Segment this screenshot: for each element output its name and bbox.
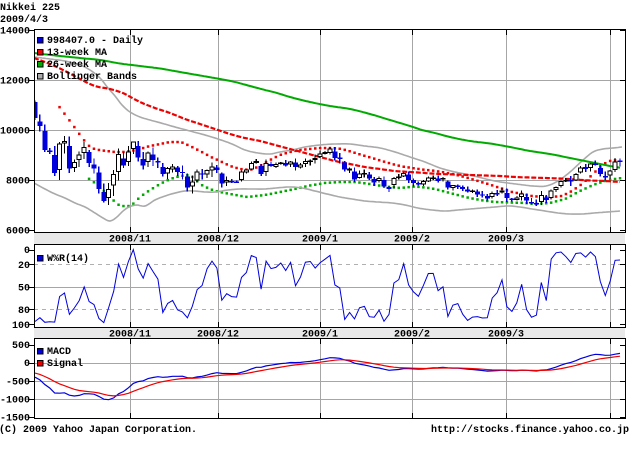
svg-text:8000: 8000 [6,177,30,188]
svg-text:26-week MA: 26-week MA [47,59,107,71]
svg-text:Nikkei 225: Nikkei 225 [0,2,60,14]
svg-text:2009/3: 2009/3 [488,234,524,246]
svg-text:0: 0 [24,246,30,257]
svg-text:-500: -500 [6,377,30,388]
svg-text:2009/1: 2009/1 [302,329,338,341]
svg-text:(C) 2009 Yahoo Japan Corporati: (C) 2009 Yahoo Japan Corporation. [0,424,197,436]
svg-text:14000: 14000 [0,27,30,38]
svg-text:0: 0 [24,359,30,370]
svg-text:2009/2: 2009/2 [394,329,430,341]
svg-text:10000: 10000 [0,127,30,138]
svg-text:6000: 6000 [6,227,30,238]
svg-text:Bollinger Bands: Bollinger Bands [47,71,137,83]
svg-text:80: 80 [18,306,30,317]
svg-text:2009/4/3: 2009/4/3 [0,14,48,26]
svg-text:100: 100 [12,321,30,332]
svg-text:2008/12: 2008/12 [197,329,239,341]
svg-text:13-week MA: 13-week MA [47,47,107,59]
svg-text:20: 20 [18,261,30,272]
svg-text:2008/11: 2008/11 [109,329,151,341]
svg-text:W%R(14): W%R(14) [47,253,89,265]
svg-text:http://stocks.finance.yahoo.co: http://stocks.finance.yahoo.co.jp [431,424,629,436]
svg-text:-1000: -1000 [0,395,30,406]
svg-text:2009/1: 2009/1 [302,234,338,246]
svg-text:50: 50 [18,284,30,295]
svg-text:2009/2: 2009/2 [394,234,430,246]
svg-text:12000: 12000 [0,77,30,88]
svg-text:998407.0 - Daily: 998407.0 - Daily [47,35,143,47]
svg-text:500: 500 [12,341,30,352]
svg-text:MACD: MACD [47,347,71,358]
svg-text:-1500: -1500 [0,414,30,425]
svg-text:Signal: Signal [47,358,83,370]
svg-text:2008/11: 2008/11 [109,234,151,246]
svg-text:2009/3: 2009/3 [488,329,524,341]
svg-text:2008/12: 2008/12 [197,234,239,246]
